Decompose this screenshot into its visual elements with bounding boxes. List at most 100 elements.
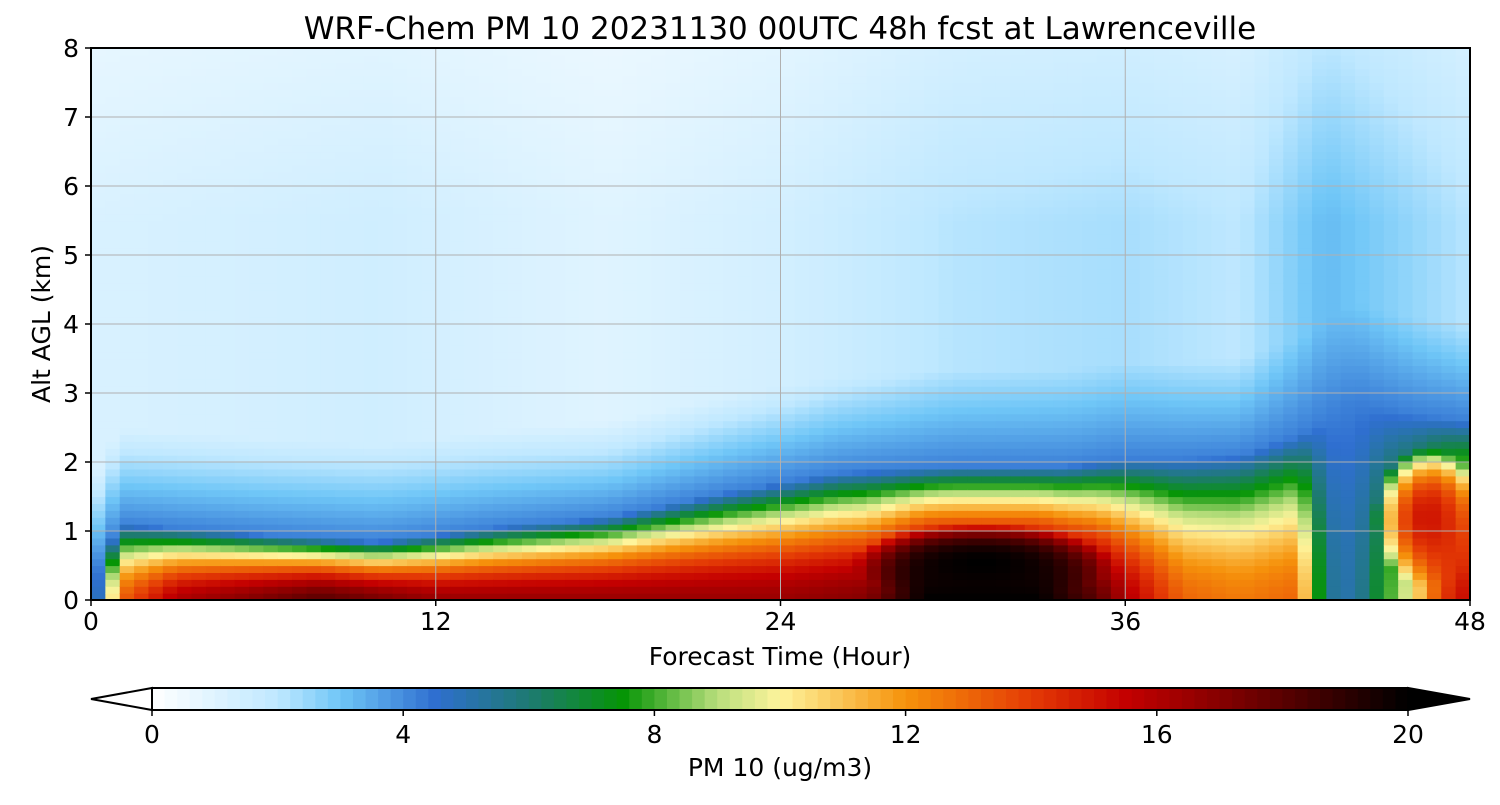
heatmap-cell: [105, 579, 121, 587]
heatmap-cell: [521, 261, 537, 270]
heatmap-cell: [349, 275, 365, 284]
heatmap-cell: [766, 365, 782, 373]
heatmap-cell: [249, 68, 264, 77]
heatmap-cell: [866, 144, 882, 153]
heatmap-cell: [392, 289, 408, 297]
heatmap-cell: [924, 330, 940, 339]
heatmap-cell: [378, 586, 394, 594]
heatmap-cell: [866, 151, 882, 159]
heatmap-cell: [881, 96, 897, 104]
heatmap-cell: [737, 330, 753, 339]
heatmap-cell: [694, 61, 710, 70]
heatmap-cell: [737, 61, 753, 70]
heatmap-cell: [392, 206, 408, 215]
heatmap-cell: [895, 489, 911, 498]
heatmap-cell: [636, 565, 652, 573]
heatmap-cell: [421, 110, 437, 118]
heatmap-cell: [837, 337, 853, 346]
heatmap-cell: [924, 165, 940, 173]
heatmap-cell: [407, 344, 422, 353]
heatmap-cell: [794, 303, 810, 311]
heatmap-cell: [895, 351, 911, 360]
heatmap-cell: [450, 296, 466, 304]
heatmap-cell: [579, 206, 595, 215]
heatmap-cell: [493, 261, 509, 270]
heatmap-cell: [565, 586, 580, 594]
heatmap-cell: [277, 103, 293, 111]
heatmap-cell: [306, 275, 322, 284]
heatmap-cell: [450, 427, 466, 435]
heatmap-cell: [694, 158, 710, 166]
heatmap-cell: [277, 82, 293, 90]
heatmap-cell: [162, 137, 178, 146]
heatmap-cell: [536, 558, 552, 567]
heatmap-cell: [550, 303, 566, 311]
heatmap-cell: [105, 455, 121, 463]
heatmap-cell: [464, 234, 480, 242]
heatmap-cell: [91, 358, 106, 366]
heatmap-cell: [306, 48, 322, 56]
heatmap-cell: [622, 82, 638, 90]
heatmap-cell: [565, 110, 580, 118]
heatmap-cell: [134, 351, 150, 360]
heatmap-cell: [536, 337, 552, 346]
heatmap-cell: [837, 441, 853, 449]
heatmap-cell: [263, 344, 279, 353]
heatmap-cell: [363, 351, 379, 360]
heatmap-cell: [349, 123, 365, 132]
heatmap-cell: [392, 275, 408, 284]
heatmap-cell: [593, 496, 609, 504]
heatmap-cell: [306, 289, 322, 297]
heatmap-cell: [521, 179, 537, 187]
heatmap-cell: [852, 54, 868, 63]
heatmap-cell: [967, 82, 983, 90]
heatmap-cell: [378, 337, 394, 346]
heatmap-cell: [608, 151, 624, 159]
heatmap-cell: [866, 365, 882, 373]
heatmap-cell: [234, 123, 250, 132]
heatmap-cell: [579, 61, 595, 70]
heatmap-cell: [205, 330, 221, 339]
heatmap-cell: [694, 137, 710, 146]
heatmap-cell: [249, 503, 264, 511]
heatmap-cell: [320, 434, 336, 442]
heatmap-cell: [306, 489, 322, 498]
heatmap-cell: [924, 82, 940, 90]
heatmap-cell: [622, 192, 638, 201]
heatmap-cell: [292, 448, 308, 456]
heatmap-cell: [622, 213, 638, 222]
heatmap-cell: [263, 172, 279, 180]
heatmap-cell: [335, 248, 351, 256]
heatmap-cell: [694, 468, 710, 477]
heatmap-cell: [881, 158, 897, 166]
heatmap-cell: [780, 261, 796, 270]
heatmap-cell: [234, 151, 250, 159]
heatmap-cell: [780, 503, 796, 511]
heatmap-cell: [895, 579, 911, 587]
heatmap-cell: [651, 406, 667, 415]
heatmap-cell: [665, 337, 681, 346]
heatmap-cell: [493, 524, 509, 532]
heatmap-cell: [349, 386, 365, 394]
heatmap-cell: [895, 413, 911, 422]
heatmap-cell: [938, 82, 954, 90]
heatmap-cell: [507, 103, 523, 111]
heatmap-cell: [780, 462, 796, 470]
heatmap-cell: [292, 551, 308, 560]
heatmap-cell: [306, 117, 322, 125]
heatmap-cell: [292, 227, 308, 235]
heatmap-cell: [651, 351, 667, 360]
heatmap-cell: [191, 317, 207, 325]
heatmap-cell: [665, 179, 681, 187]
heatmap-cell: [392, 213, 408, 222]
heatmap-cell: [622, 358, 638, 366]
heatmap-cell: [622, 234, 638, 242]
heatmap-cell: [148, 192, 164, 201]
heatmap-cell: [550, 434, 566, 442]
heatmap-cell: [191, 475, 207, 484]
heatmap-cell: [277, 503, 293, 511]
heatmap-cell: [952, 448, 968, 456]
heatmap-cell: [134, 448, 150, 456]
heatmap-cell: [780, 579, 796, 587]
heatmap-cell: [148, 296, 164, 304]
